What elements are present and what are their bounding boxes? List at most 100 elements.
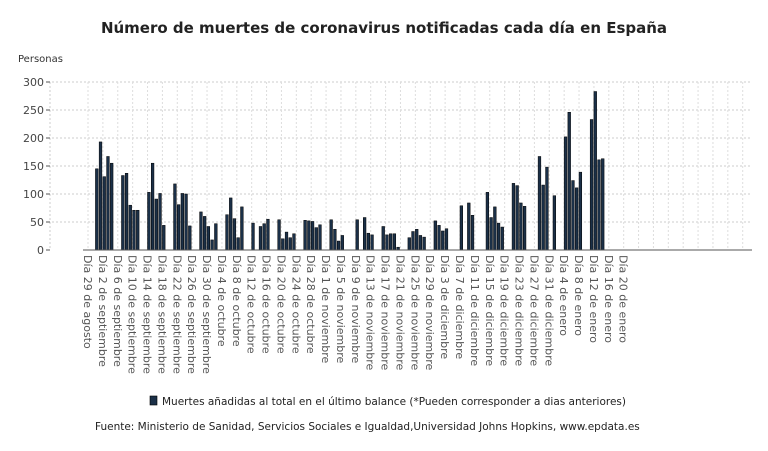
bar: [485, 192, 490, 251]
bar: [444, 228, 449, 251]
x-tick-label: Día 25 de noviembre: [408, 255, 421, 371]
bar: [489, 217, 493, 251]
x-tick-label: Día 27 de diciembre: [527, 255, 540, 366]
bar: [597, 159, 601, 251]
bar: [266, 218, 270, 251]
bar: [567, 111, 571, 251]
bar: [441, 230, 445, 251]
bar: [318, 224, 322, 251]
x-tick-label: Día 1 de noviembre: [319, 255, 332, 364]
bar: [511, 183, 516, 251]
bar: [519, 202, 523, 251]
bar: [340, 235, 344, 251]
bar: [288, 237, 292, 251]
bar: [381, 226, 385, 251]
bar: [150, 162, 155, 251]
bar: [95, 168, 99, 251]
x-tick-label: Día 6 de septiembre: [111, 255, 124, 367]
x-tick-label: Día 3 de diciembre: [438, 255, 451, 359]
bar: [593, 91, 597, 251]
bar: [563, 136, 568, 251]
y-tick-label: 250: [23, 104, 44, 117]
x-tick-label: Día 20 de enero: [617, 255, 630, 343]
bar: [158, 193, 162, 251]
x-tick-label: Día 17 de noviembre: [379, 255, 392, 371]
bar: [210, 239, 214, 251]
bar: [366, 232, 370, 251]
x-tick-label: Día 29 de agosto: [81, 255, 94, 349]
bar: [284, 231, 289, 251]
y-ticks: 0 50 100 150 200 250 300: [23, 76, 50, 257]
bar: [407, 237, 411, 251]
x-tick-label: Día 10 de septiembre: [126, 255, 139, 374]
x-tick-label: Día 23 de diciembre: [513, 255, 526, 366]
legend[interactable]: Muertes añadidas al total en el último b…: [149, 395, 626, 408]
y-tick-label: 200: [23, 132, 44, 145]
x-tick-label: Día 11 de diciembre: [468, 255, 481, 366]
bar: [188, 225, 192, 251]
bar: [203, 216, 207, 251]
bar: [121, 175, 125, 251]
bar: [522, 206, 527, 251]
bar: [180, 193, 184, 251]
x-tick-label: Día 26 de septiembre: [185, 255, 198, 374]
bar: [552, 195, 556, 251]
bar: [578, 171, 583, 251]
bar: [355, 219, 359, 251]
x-tick-label: Día 2 de septiembre: [96, 255, 109, 367]
bar: [292, 233, 296, 251]
bar: [385, 234, 389, 251]
bar: [206, 226, 211, 251]
x-tick-label: Día 21 de noviembre: [393, 255, 406, 371]
x-tick-label: Día 16 de octubre: [260, 255, 273, 354]
x-tick-label: Día 24 de octubre: [289, 255, 302, 354]
bar: [199, 211, 203, 251]
bar: [389, 233, 393, 251]
bar: [392, 233, 397, 251]
legend-label: Muertes añadidas al total en el último b…: [162, 396, 626, 408]
bar: [545, 166, 549, 251]
bar: [537, 156, 542, 251]
bar: [601, 158, 605, 251]
bar: [314, 227, 318, 251]
x-tick-label: Día 20 de octubre: [274, 255, 287, 354]
bar: [232, 218, 237, 251]
bars: [95, 91, 605, 251]
bar: [106, 156, 110, 251]
x-tick-label: Día 7 de diciembre: [453, 255, 466, 359]
x-tick-label: Día 8 de enero: [572, 255, 585, 336]
bar: [433, 220, 437, 251]
bar: [515, 185, 519, 251]
source-note: Fuente: Ministerio de Sanidad, Servicios…: [95, 421, 640, 433]
bar: [459, 205, 463, 251]
x-tick-label: Día 15 de diciembre: [483, 255, 496, 366]
bar: [589, 119, 594, 251]
bar: [177, 204, 181, 251]
bar: [229, 197, 233, 251]
y-tick-label: 0: [37, 244, 44, 257]
bar: [277, 219, 281, 251]
bar: [236, 237, 240, 251]
bar: [132, 209, 136, 251]
bar: [124, 173, 129, 251]
bar: [98, 141, 103, 251]
x-tick-label: Día 4 de enero: [557, 255, 570, 336]
bar: [467, 202, 471, 251]
bar: [110, 162, 114, 251]
bar: [303, 220, 307, 251]
bar: [128, 204, 132, 251]
bar: [240, 206, 244, 251]
y-tick-label: 300: [23, 76, 44, 89]
bar: [418, 235, 423, 251]
bar: [496, 222, 501, 251]
bar: [336, 240, 341, 251]
bar: [281, 238, 285, 251]
bar: [415, 229, 419, 251]
bar: [102, 176, 106, 251]
x-tick-label: Día 4 de octubre: [215, 255, 228, 347]
x-tick-label: Día 9 de noviembre: [349, 255, 362, 364]
bar: [363, 217, 367, 251]
x-tick-label: Día 16 de enero: [602, 255, 615, 343]
bar: [500, 226, 504, 251]
